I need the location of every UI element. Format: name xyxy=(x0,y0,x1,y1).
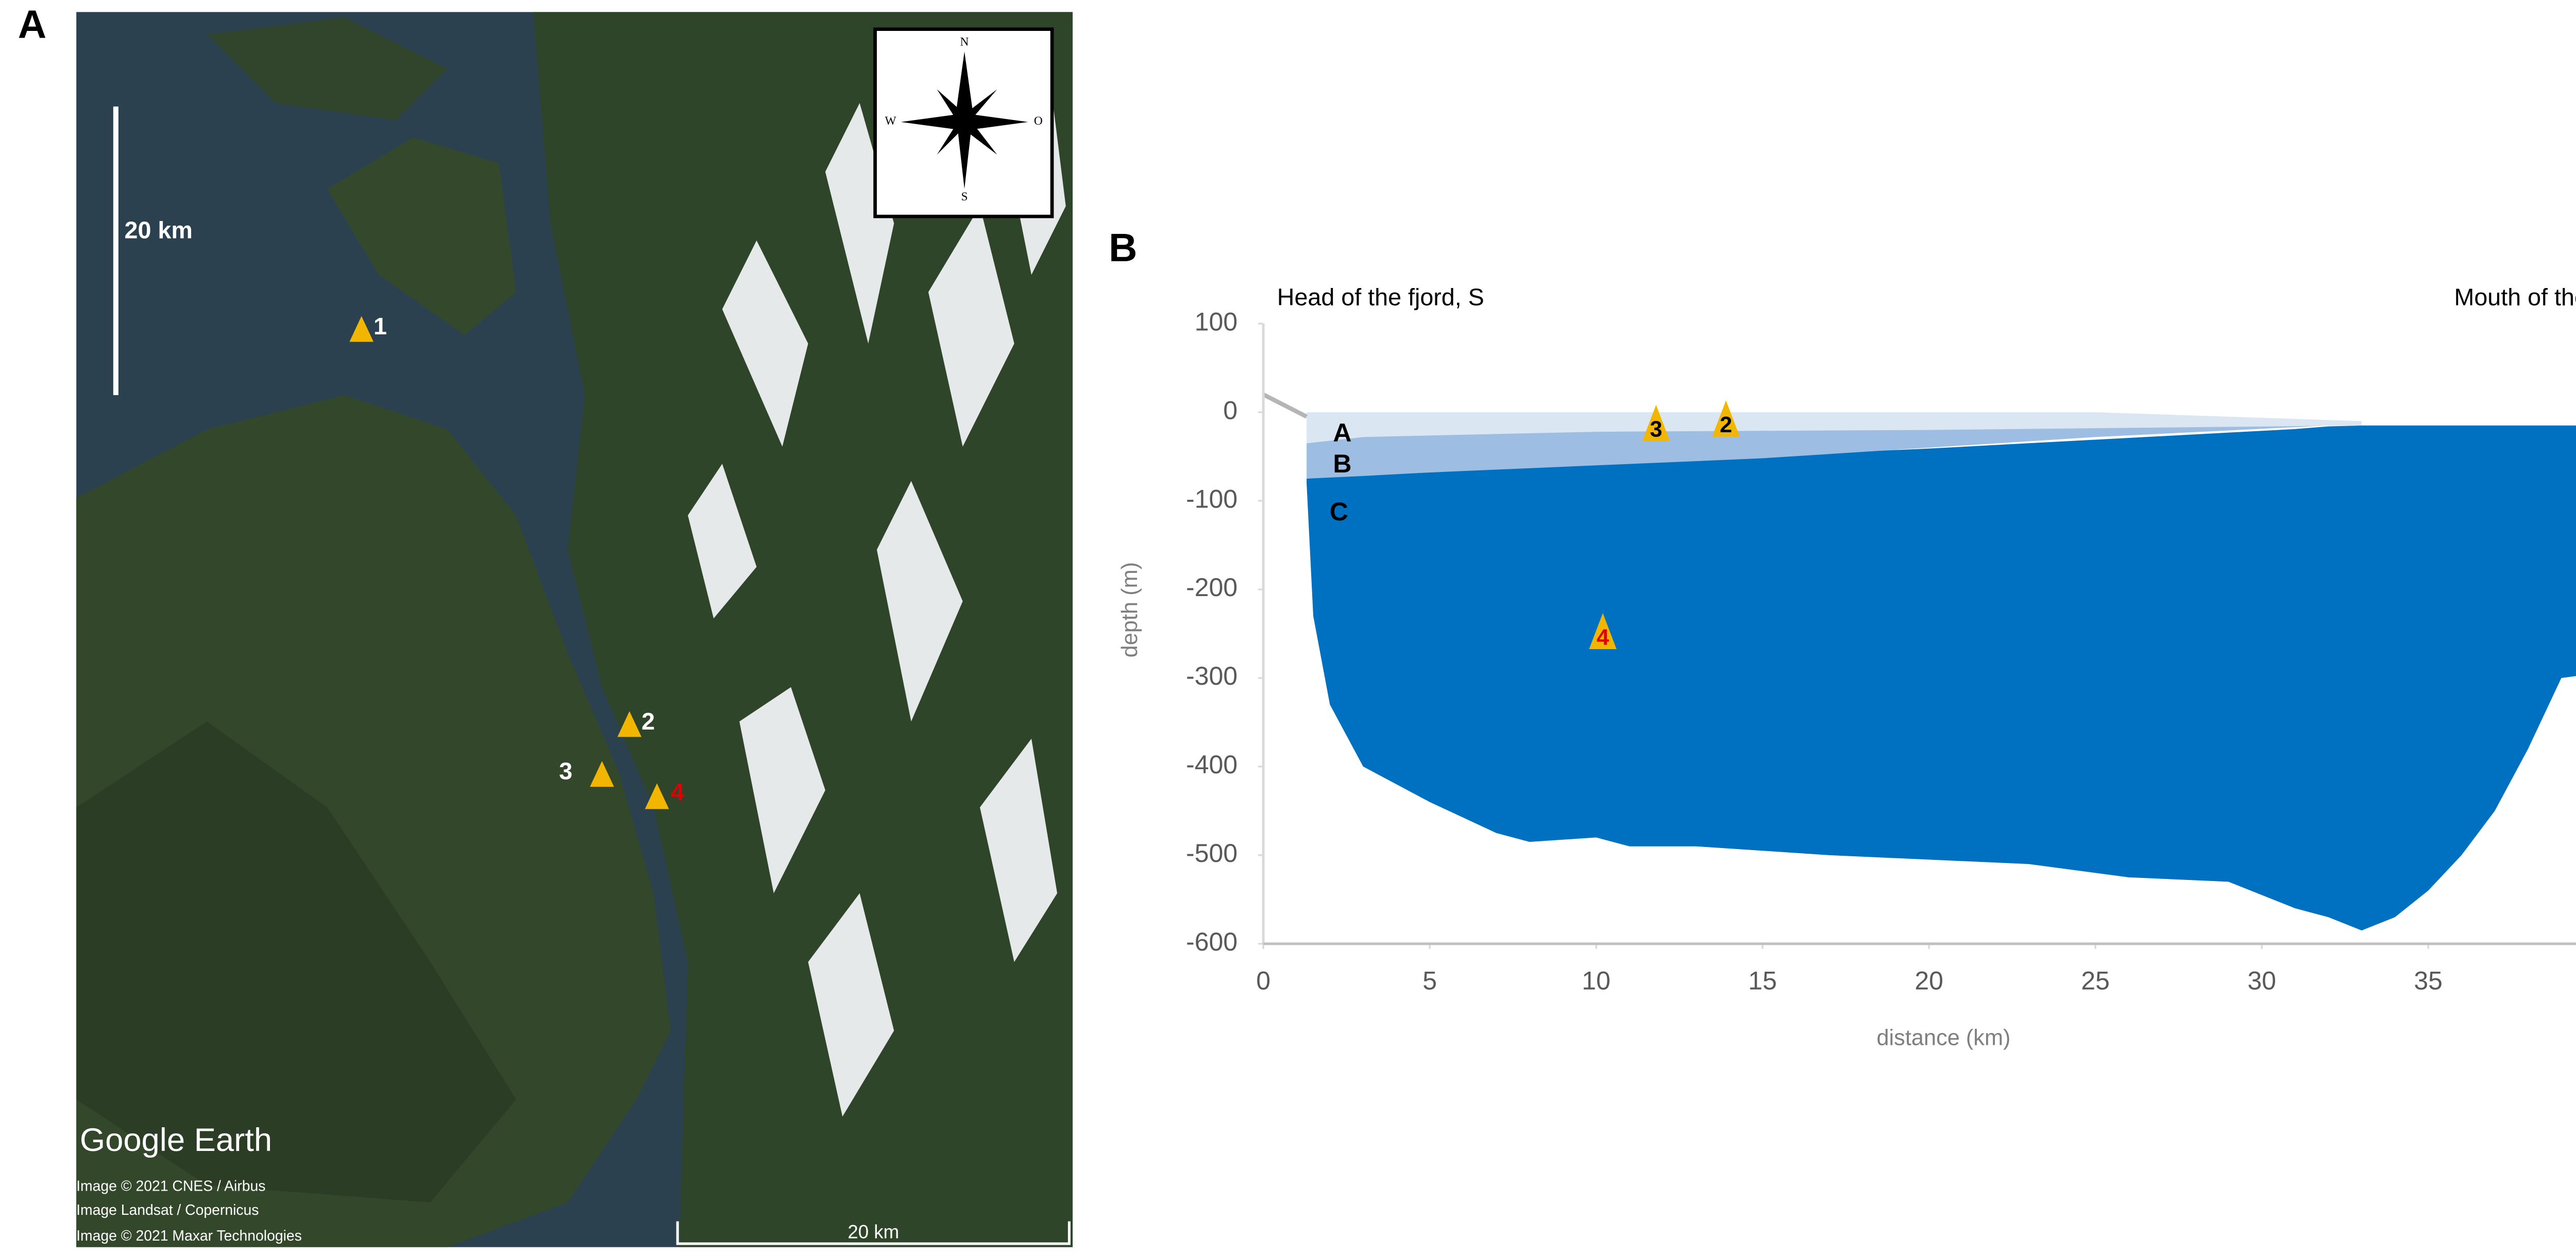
y-tick-label: -600 xyxy=(1186,927,1238,956)
compass-w: W xyxy=(885,114,896,128)
x-tick-label: 0 xyxy=(1256,966,1270,995)
station-marker xyxy=(1712,400,1740,437)
water-layer xyxy=(1307,425,2329,479)
map-station-label: 1 xyxy=(374,313,387,340)
station-marker xyxy=(1642,404,1670,441)
compass-s: S xyxy=(961,190,968,204)
x-tick-label: 10 xyxy=(1582,966,1611,995)
map-station-label: 3 xyxy=(559,758,572,785)
y-tick-label: 100 xyxy=(1195,307,1238,336)
scale-label: 20 km xyxy=(125,216,193,243)
attribution: Image © 2021 Maxar Technologies xyxy=(76,1228,302,1244)
y-tick-label: -500 xyxy=(1186,839,1238,868)
water-layer xyxy=(1307,412,2362,444)
satellite-map: 20 km N S W O 1 2 3 4 Google Earth Image… xyxy=(76,12,1073,1247)
layer-label: B xyxy=(1333,449,1351,478)
bottom-scale xyxy=(676,1221,1071,1245)
shoreline xyxy=(1262,393,1308,419)
attribution: Image Landsat / Copernicus xyxy=(76,1202,259,1218)
y-tick-label: -300 xyxy=(1186,662,1238,690)
layer-label: C xyxy=(1330,497,1348,526)
y-tick-label: -400 xyxy=(1186,750,1238,779)
y-tick-label: -100 xyxy=(1186,484,1238,513)
station-label: 3 xyxy=(1650,417,1662,442)
x-tick-label: 25 xyxy=(2081,966,2110,995)
y-tick-label: -200 xyxy=(1186,573,1238,602)
layer-label: A xyxy=(1333,418,1351,447)
station-label: 2 xyxy=(1720,413,1732,437)
annotation: Mouth of the fjord, N xyxy=(2454,283,2576,310)
panel-label: A xyxy=(18,3,46,47)
station-label: 4 xyxy=(1597,625,1609,650)
logo: Google Earth xyxy=(80,1122,272,1158)
map-island xyxy=(327,137,516,335)
bottom-scale-label: 20 km xyxy=(848,1222,899,1243)
annotation: Head of the fjord, S xyxy=(1277,283,1484,310)
compass-o: O xyxy=(1034,114,1043,128)
water-layer xyxy=(1307,425,2576,931)
x-tick-label: 35 xyxy=(2414,966,2443,995)
map-island xyxy=(207,17,448,121)
x-axis-title: distance (km) xyxy=(1876,1026,2010,1050)
map-station-label: 4 xyxy=(671,778,684,805)
compass-rose xyxy=(901,52,1028,189)
x-tick-label: 20 xyxy=(1914,966,1943,995)
x-tick-label: 5 xyxy=(1422,966,1437,995)
x-tick-label: 15 xyxy=(1748,966,1777,995)
compass-n: N xyxy=(960,36,969,49)
y-tick-label: 0 xyxy=(1223,396,1238,425)
x-tick-label: 30 xyxy=(2247,966,2276,995)
map-land xyxy=(76,721,516,1202)
station-marker xyxy=(1589,613,1617,650)
map-snow xyxy=(688,69,1066,1117)
attribution: Image © 2021 CNES / Airbus xyxy=(76,1178,265,1194)
y-axis-title: depth (m) xyxy=(1117,562,1142,657)
map-station-label: 2 xyxy=(641,708,655,735)
panel-label: B xyxy=(1109,226,1137,270)
